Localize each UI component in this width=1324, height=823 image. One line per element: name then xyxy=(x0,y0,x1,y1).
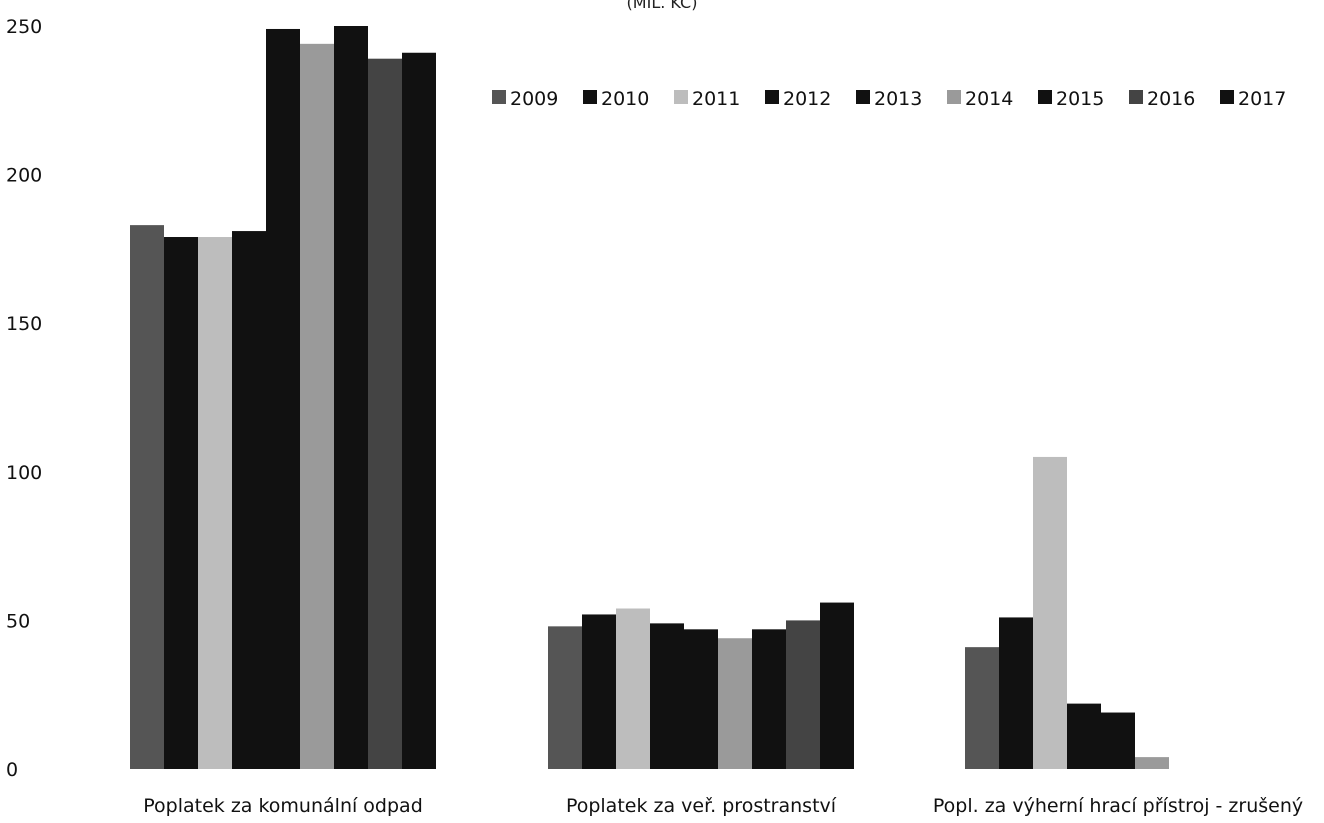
bars xyxy=(130,26,1169,770)
bar-2014-cat-1 xyxy=(718,638,752,769)
bar-2012-cat-2 xyxy=(1067,703,1101,769)
bar-2009-cat-1 xyxy=(548,626,582,769)
bar-2015-cat-1 xyxy=(752,629,786,769)
bar-2015-cat-0 xyxy=(334,26,368,769)
bar-2017-cat-1 xyxy=(820,602,854,769)
y-axis: 0 50 100 150 200 250 xyxy=(6,16,42,781)
bar-2010-cat-1 xyxy=(582,614,616,769)
legend-swatch-2017 xyxy=(1220,90,1234,104)
legend-swatch-2013 xyxy=(856,90,870,104)
bar-2012-cat-0 xyxy=(232,231,266,769)
legend-label-2017: 2017 xyxy=(1238,88,1286,110)
legend-label-2014: 2014 xyxy=(965,88,1013,110)
bar-2010-cat-0 xyxy=(164,237,198,770)
bar-2016-cat-1 xyxy=(786,620,820,769)
y-tick-label: 200 xyxy=(6,165,42,187)
y-tick-label: 50 xyxy=(6,610,30,632)
bar-2011-cat-2 xyxy=(1033,456,1067,769)
bar-2011-cat-0 xyxy=(198,237,232,770)
legend-label-2012: 2012 xyxy=(783,88,831,110)
legend-swatch-2012 xyxy=(765,90,779,104)
y-tick-label: 100 xyxy=(6,462,42,484)
y-tick-label: 250 xyxy=(6,16,42,38)
bar-2017-cat-0 xyxy=(402,52,436,770)
legend-label-2010: 2010 xyxy=(601,88,649,110)
bar-2009-cat-0 xyxy=(130,225,164,769)
bar-2013-cat-2 xyxy=(1101,712,1135,769)
legend-label-2013: 2013 xyxy=(874,88,922,110)
legend-label-2015: 2015 xyxy=(1056,88,1104,110)
unit-label: (MIL. KČ) xyxy=(627,0,698,12)
bar-2009-cat-2 xyxy=(965,647,999,769)
bar-2014-cat-2 xyxy=(1135,757,1169,769)
legend-label-2009: 2009 xyxy=(510,88,558,110)
legend: 2009 2010 2011 2012 2013 2014 2015 2016 2017 xyxy=(492,88,1286,110)
bar-2011-cat-1 xyxy=(616,608,650,769)
bar-2013-cat-0 xyxy=(266,28,300,770)
bar-2014-cat-0 xyxy=(300,43,334,769)
bar-2010-cat-2 xyxy=(999,617,1033,769)
legend-swatch-2016 xyxy=(1129,90,1143,104)
category-label: Popl. za výherní hrací přístroj - zrušen… xyxy=(933,795,1303,817)
legend-label-2011: 2011 xyxy=(692,88,740,110)
legend-swatch-2015 xyxy=(1038,90,1052,104)
y-tick-label: 150 xyxy=(6,313,42,335)
x-axis: Poplatek za komunální odpad Poplatek za v… xyxy=(143,795,1303,817)
legend-swatch-2011 xyxy=(674,90,688,104)
legend-swatch-2009 xyxy=(492,90,506,104)
legend-swatch-2010 xyxy=(583,90,597,104)
category-label: Poplatek za komunální odpad xyxy=(143,795,423,817)
category-label: Poplatek za veř. prostranství xyxy=(566,795,837,817)
bar-2016-cat-0 xyxy=(368,58,402,769)
legend-label-2016: 2016 xyxy=(1147,88,1195,110)
bar-2013-cat-1 xyxy=(684,629,718,769)
legend-swatch-2014 xyxy=(947,90,961,104)
bar-2012-cat-1 xyxy=(650,623,684,769)
y-tick-label: 0 xyxy=(6,759,18,781)
